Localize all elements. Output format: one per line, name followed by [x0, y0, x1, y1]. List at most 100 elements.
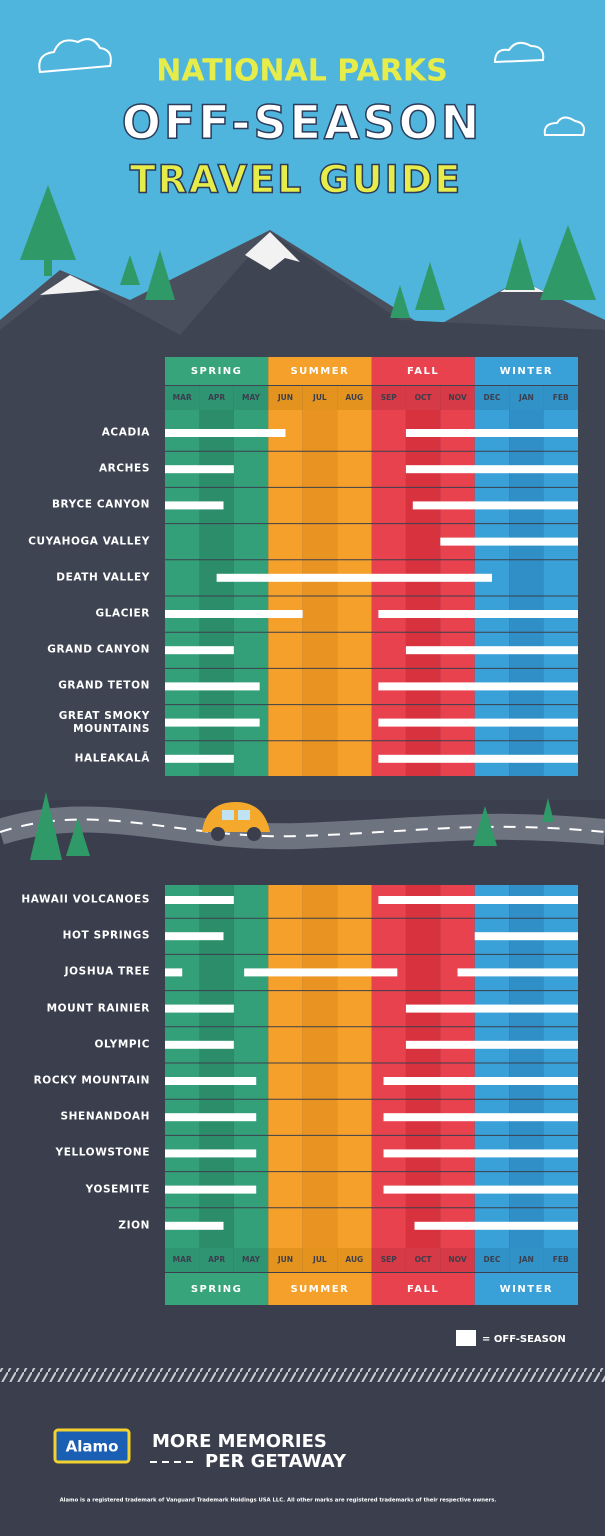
title-line3: TRAVEL GUIDE	[130, 158, 463, 202]
off-season-bar	[165, 968, 183, 977]
off-season-bar	[165, 1185, 257, 1194]
title-line2: OFF-SEASON	[122, 96, 483, 150]
off-season-bar	[165, 1004, 234, 1013]
park-name: CUYAHOGA VALLEY	[28, 535, 150, 548]
month-cell	[199, 386, 234, 410]
off-season-bar	[414, 1221, 578, 1230]
month-cell	[509, 1248, 544, 1272]
month-column	[302, 410, 338, 776]
season-label: FALL	[407, 1284, 439, 1295]
off-season-bar	[378, 754, 578, 763]
park-name: YELLOWSTONE	[55, 1146, 150, 1159]
logo-text: Alamo	[66, 1438, 119, 1456]
off-season-bar	[165, 682, 260, 691]
logo	[53, 1428, 131, 1464]
month-label: APR	[208, 1255, 225, 1264]
month-label: MAR	[173, 393, 192, 402]
month-cell	[405, 386, 441, 410]
season-label: WINTER	[500, 366, 553, 377]
off-season-bar	[165, 646, 234, 655]
park-name: BRYCE CANYON	[51, 498, 150, 511]
month-cell	[474, 1248, 510, 1272]
month-cell	[440, 386, 475, 410]
season-label: SUMMER	[290, 366, 349, 377]
slogan-2: PER GETAWAY	[205, 1451, 347, 1472]
month-label: OCT	[415, 393, 433, 402]
month-label: JAN	[518, 393, 534, 402]
month-label: AUG	[345, 1255, 363, 1264]
month-label: SEP	[381, 1255, 398, 1264]
month-label: MAR	[173, 1255, 192, 1264]
road	[0, 792, 605, 860]
off-season-bar	[165, 610, 303, 618]
park-name: GLACIER	[95, 607, 150, 620]
season-band	[268, 1273, 372, 1305]
park-name: ARCHES	[98, 462, 150, 475]
season-band	[165, 357, 269, 385]
trees	[20, 185, 596, 318]
season-band	[474, 1273, 578, 1305]
legend-label: = OFF-SEASON	[482, 1334, 566, 1345]
park-name: GREAT SMOKY MOUNTAINS	[58, 709, 150, 735]
month-column	[337, 885, 372, 1248]
off-season-bar	[244, 968, 398, 977]
month-cell	[302, 386, 338, 410]
divider	[0, 1368, 605, 1382]
month-cell	[543, 386, 578, 410]
title-line1: NATIONAL PARKS	[156, 54, 447, 89]
off-season-bar	[383, 1077, 578, 1085]
off-season-bar	[165, 501, 224, 510]
disclaimer: Alamo is a registered trademark of Vangu…	[60, 1498, 497, 1504]
month-cell	[543, 1248, 578, 1272]
month-label: DEC	[484, 1255, 501, 1264]
park-name: GRAND TETON	[58, 679, 150, 692]
season-band	[371, 357, 475, 385]
off-season-bar	[378, 610, 578, 618]
month-cell	[268, 386, 303, 410]
month-label: JUL	[312, 1255, 327, 1264]
park-name: HALEAKALĀ	[74, 752, 150, 765]
month-cell	[302, 1248, 338, 1272]
off-season-bar	[474, 932, 578, 941]
off-season-bar	[440, 537, 578, 546]
month-cell	[233, 386, 269, 410]
season-band	[474, 357, 578, 385]
season-label: FALL	[407, 366, 439, 377]
month-label: JUN	[277, 393, 293, 402]
season-label: WINTER	[500, 1284, 553, 1295]
month-cell	[474, 386, 510, 410]
clouds	[38, 38, 585, 136]
month-cell	[337, 386, 372, 410]
month-label: JAN	[518, 1255, 534, 1264]
month-label: OCT	[415, 1255, 433, 1264]
off-season-bar	[378, 896, 578, 904]
month-column	[233, 410, 269, 776]
month-label: FEB	[553, 393, 569, 402]
month-cell	[371, 1248, 406, 1272]
month-cell	[509, 386, 544, 410]
month-label: APR	[208, 393, 225, 402]
off-season-bar	[383, 1113, 578, 1122]
slogan-1: MORE MEMORIES	[152, 1431, 327, 1452]
park-name: HAWAII VOLCANOES	[21, 893, 150, 906]
legend-swatch	[456, 1330, 476, 1346]
month-cell	[165, 386, 200, 410]
month-column	[268, 885, 303, 1248]
season-label: SUMMER	[290, 1284, 349, 1295]
month-cell	[165, 1248, 200, 1272]
off-season-bar	[165, 1040, 234, 1049]
off-season-bar	[165, 1077, 257, 1085]
month-label: JUL	[312, 393, 327, 402]
month-cell	[199, 1248, 234, 1272]
off-season-bar	[405, 429, 578, 437]
month-label: DEC	[484, 393, 501, 402]
park-name: ACADIA	[101, 426, 150, 439]
month-label: MAY	[242, 1255, 261, 1264]
off-season-bar	[165, 465, 234, 474]
month-cell	[268, 1248, 303, 1272]
off-season-bar	[405, 1004, 578, 1013]
off-season-bar	[165, 754, 234, 763]
off-season-bar	[216, 573, 492, 582]
